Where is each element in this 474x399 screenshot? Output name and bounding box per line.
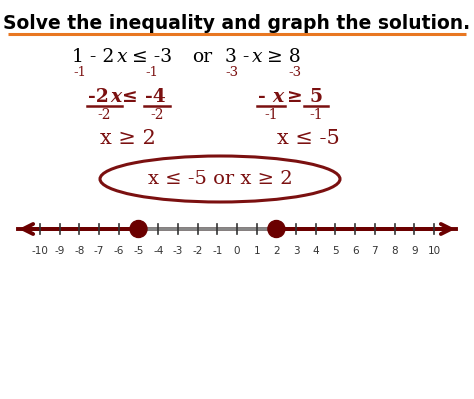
- Circle shape: [268, 221, 285, 237]
- Text: -6: -6: [114, 246, 124, 256]
- Text: -1: -1: [73, 65, 86, 79]
- Text: x ≤ -5: x ≤ -5: [277, 130, 339, 148]
- Text: -3: -3: [289, 65, 301, 79]
- Text: -8: -8: [74, 246, 84, 256]
- Text: 5: 5: [332, 246, 339, 256]
- Text: -7: -7: [94, 246, 104, 256]
- Text: -2: -2: [150, 108, 164, 122]
- Text: 3: 3: [293, 246, 300, 256]
- Text: x: x: [117, 48, 128, 66]
- Text: -4: -4: [153, 246, 164, 256]
- Text: 5: 5: [310, 88, 323, 106]
- Text: -9: -9: [55, 246, 65, 256]
- Text: Solve the inequality and graph the solution.: Solve the inequality and graph the solut…: [3, 14, 471, 33]
- Text: 2: 2: [273, 246, 280, 256]
- Text: -: -: [258, 88, 266, 106]
- Text: -1: -1: [309, 108, 323, 122]
- Text: x: x: [252, 48, 263, 66]
- Text: ≥ 8: ≥ 8: [261, 48, 301, 66]
- Text: -2: -2: [192, 246, 203, 256]
- Text: 0: 0: [234, 246, 240, 256]
- Text: -2: -2: [88, 88, 109, 106]
- Text: 7: 7: [372, 246, 378, 256]
- Text: -1: -1: [212, 246, 222, 256]
- Text: -4: -4: [145, 88, 166, 106]
- Text: -1: -1: [146, 65, 158, 79]
- Text: 10: 10: [428, 246, 440, 256]
- Text: ≥: ≥: [287, 88, 303, 106]
- Text: ≤: ≤: [122, 88, 138, 106]
- Text: ≤ -3: ≤ -3: [126, 48, 172, 66]
- Text: -1: -1: [264, 108, 278, 122]
- Circle shape: [130, 221, 147, 237]
- Text: 8: 8: [392, 246, 398, 256]
- Text: x ≥ 2: x ≥ 2: [100, 130, 156, 148]
- Text: -3: -3: [226, 65, 238, 79]
- Text: 6: 6: [352, 246, 358, 256]
- Text: 9: 9: [411, 246, 418, 256]
- Text: x: x: [272, 88, 283, 106]
- Text: x ≤ -5 or x ≥ 2: x ≤ -5 or x ≥ 2: [148, 170, 292, 188]
- Text: 1 - 2: 1 - 2: [72, 48, 114, 66]
- Text: 3 -: 3 -: [225, 48, 255, 66]
- Text: or: or: [192, 48, 212, 66]
- Text: -5: -5: [133, 246, 144, 256]
- Text: -2: -2: [97, 108, 111, 122]
- Text: -3: -3: [173, 246, 183, 256]
- Text: x: x: [110, 88, 121, 106]
- Text: 1: 1: [254, 246, 260, 256]
- Text: -10: -10: [32, 246, 48, 256]
- Text: 4: 4: [312, 246, 319, 256]
